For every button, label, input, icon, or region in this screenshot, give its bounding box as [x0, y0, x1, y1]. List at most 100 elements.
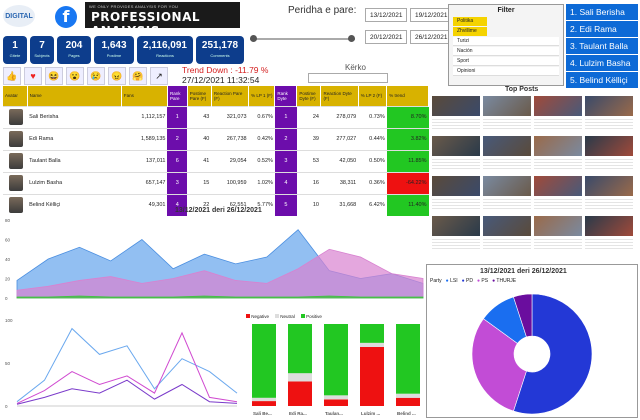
sad-icon[interactable]: 😢 — [87, 67, 105, 85]
filter-item[interactable]: Opinioni — [453, 67, 559, 76]
post-caption — [585, 237, 633, 251]
cell-fans: 49,301 — [121, 193, 168, 216]
legend-item: Neutral — [275, 314, 295, 322]
post-thumbnail[interactable] — [534, 176, 582, 196]
x-tick-label: Sali Be... — [253, 411, 272, 416]
legend-item: ● PD — [461, 278, 473, 284]
col-header[interactable]: Rank Dyte — [274, 86, 298, 106]
haha-icon[interactable]: 😆 — [45, 67, 63, 85]
donut-title: 13/12/2021 deri 26/12/2021 — [480, 268, 567, 275]
filter-item[interactable]: Politika — [453, 17, 487, 26]
col-header[interactable]: Fans — [121, 86, 168, 106]
col-header[interactable]: Avatar — [3, 86, 28, 106]
table-row[interactable]: Edi Rama 1,589,135 2 40 267,738 0.42% 2 39 277,0… — [3, 127, 429, 150]
angry-icon[interactable]: 😠 — [108, 67, 126, 85]
post-caption — [585, 157, 633, 171]
cell-avatar — [3, 127, 28, 150]
cell-react2: 38,311 — [320, 171, 359, 194]
rank-item[interactable]: 3. Taulant Balla — [566, 38, 638, 54]
x-tick-label: Belind ... — [397, 411, 416, 416]
post-thumbnail[interactable] — [585, 216, 633, 236]
rank-item[interactable]: 5. Belind Këlliçi — [566, 72, 638, 88]
table-row[interactable]: Taulant Balla 137,011 6 41 29,054 0.52% 3 53 42,… — [3, 149, 429, 172]
cell-fans: 657,147 — [121, 171, 168, 194]
care-icon[interactable]: 🤗 — [129, 67, 147, 85]
love-icon[interactable]: ♥ — [24, 67, 42, 85]
post-thumbnail[interactable] — [585, 136, 633, 156]
post-thumbnail[interactable] — [483, 176, 531, 196]
search-input[interactable] — [308, 73, 388, 83]
bar-segment-neutral — [396, 393, 420, 398]
bar-legend: Negative Neutral Positive — [246, 314, 426, 322]
col-header[interactable]: Reaction Dyte (F) — [320, 86, 359, 106]
filter-item[interactable]: Nación — [453, 47, 559, 56]
slider-handle-end[interactable] — [348, 35, 355, 42]
col-header[interactable]: Name — [27, 86, 122, 106]
slider-handle-start[interactable] — [250, 35, 257, 42]
stacked-bar-chart: Sali Be... Edi Ra... Taulan... Lulzim ... Be… — [252, 324, 420, 416]
table-row[interactable]: Lulzim Basha 657,147 3 15 100,959 1.02% 4 16 38,… — [3, 171, 429, 194]
rank-item[interactable]: 4. Lulzim Basha — [566, 55, 638, 71]
date-slider-track[interactable] — [250, 38, 355, 40]
post-thumbnail[interactable] — [534, 136, 582, 156]
kpi-card: 1,643 Postime — [94, 36, 134, 64]
facebook-icon[interactable]: f — [55, 6, 77, 28]
post-thumbnail[interactable] — [432, 96, 480, 116]
table-row[interactable]: Sali Berisha 1,112,157 1 43 321,073 0.67% 1 24 2… — [3, 105, 429, 128]
like-icon[interactable]: 👍 — [3, 67, 21, 85]
cell-avatar — [3, 105, 28, 128]
filter-item[interactable]: Turizi — [453, 37, 559, 46]
table-row[interactable]: Belind Këlliçi 49,301 4 22 62,551 5.77% 5 10 31,… — [3, 193, 429, 216]
line-series-purple — [16, 379, 238, 405]
cell-posts2: 39 — [296, 127, 321, 150]
post-thumbnail[interactable] — [585, 176, 633, 196]
cell-react2: 277,027 — [320, 127, 359, 150]
legend-label: Party — [430, 278, 442, 284]
legend-item: Negative — [246, 314, 269, 322]
post-thumbnail[interactable] — [432, 216, 480, 236]
brand-logo: DIGITAL — [3, 5, 35, 27]
post-thumbnail[interactable] — [534, 216, 582, 236]
bar-segment-neutral — [324, 395, 348, 400]
post-thumbnail[interactable] — [483, 216, 531, 236]
post-thumbnail[interactable] — [432, 176, 480, 196]
col-header[interactable]: Postime Pare (F) — [187, 86, 212, 106]
post-thumbnail[interactable] — [534, 96, 582, 116]
reaction-icons: 👍 ♥ 😆 😮 😢 😠 🤗 ↗ — [3, 67, 173, 85]
brand-title: PROFESSIONAL ANALYSIS — [91, 10, 201, 38]
rank-item[interactable]: 1. Sali Berisha — [566, 4, 638, 20]
filter-item[interactable]: Zhvillime — [453, 27, 487, 36]
col-header[interactable]: Reaction Pare (F) — [211, 86, 250, 106]
post-thumbnail[interactable] — [483, 136, 531, 156]
y-tick-label: 0 — [5, 404, 8, 409]
post-thumbnail[interactable] — [432, 136, 480, 156]
post-caption — [432, 197, 480, 211]
cell-rank2: 2 — [274, 127, 297, 150]
post-thumbnail[interactable] — [585, 96, 633, 116]
cell-trend: 8.70% — [386, 105, 429, 128]
share-icon[interactable]: ↗ — [150, 67, 168, 85]
col-header[interactable]: % trend — [386, 86, 429, 106]
col-header[interactable]: % LP 1 (F) — [248, 86, 276, 106]
bar-segment-neutral — [288, 373, 312, 382]
cell-name: Taulant Balla — [27, 149, 122, 172]
rank-item[interactable]: 2. Edi Rama — [566, 21, 638, 37]
donut-slice-pd — [513, 293, 593, 415]
date-from-2[interactable]: 20/12/2021 — [365, 30, 407, 44]
line-series-pink — [16, 331, 238, 404]
filter-item[interactable]: Sport — [453, 57, 559, 66]
date-to-1[interactable]: 19/12/2021 — [410, 8, 452, 22]
post-caption — [585, 197, 633, 211]
donut-slice-thurje — [513, 293, 533, 338]
col-header[interactable]: Postime Dyte (F) — [296, 86, 322, 106]
post-thumbnail[interactable] — [483, 96, 531, 116]
date-to-2[interactable]: 26/12/2021 — [410, 30, 452, 44]
kpi-card: 204 Pages — [57, 36, 91, 64]
cell-react1: 100,959 — [211, 171, 249, 194]
wow-icon[interactable]: 😮 — [66, 67, 84, 85]
cell-kpi2: 0.50% — [358, 149, 387, 172]
col-header[interactable]: % LP 2 (F) — [358, 86, 388, 106]
cell-react1: 29,054 — [211, 149, 249, 172]
date-from-1[interactable]: 13/12/2021 — [365, 8, 407, 22]
col-header[interactable]: Rank Pare — [167, 86, 188, 106]
